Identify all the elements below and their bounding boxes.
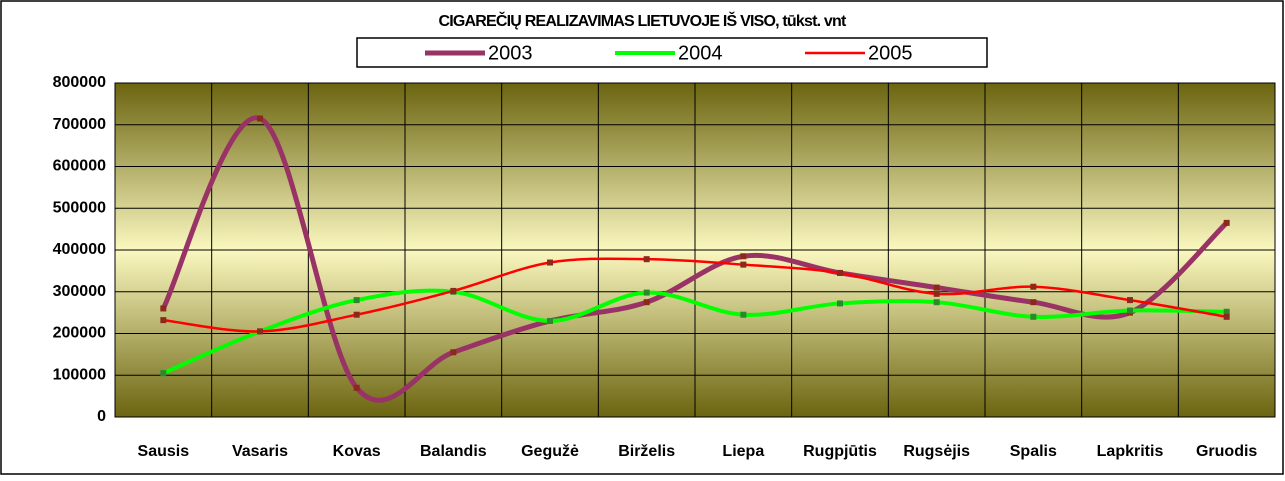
x-tick-label: Vasaris xyxy=(232,443,288,460)
legend-label: 2004 xyxy=(678,42,723,64)
point-marker xyxy=(933,299,940,306)
x-tick-label: Liepa xyxy=(722,443,764,460)
point-marker xyxy=(1030,283,1037,290)
point-marker xyxy=(353,311,360,318)
legend-label: 2003 xyxy=(488,42,533,64)
point-marker xyxy=(1127,297,1133,304)
legend-label: 2005 xyxy=(868,42,913,64)
point-marker xyxy=(1030,313,1037,320)
point-marker xyxy=(1127,307,1133,314)
point-marker xyxy=(643,289,650,296)
point-marker xyxy=(353,384,360,391)
point-marker xyxy=(740,261,747,268)
x-tick-label: Gegužė xyxy=(521,443,579,460)
series-line xyxy=(163,257,1227,333)
x-tick-label: Rugsėjis xyxy=(903,443,970,460)
point-marker xyxy=(933,290,940,297)
point-marker xyxy=(353,297,360,304)
plot-border xyxy=(114,82,1276,418)
point-marker xyxy=(740,253,747,260)
point-marker xyxy=(547,259,553,266)
point-marker xyxy=(547,317,553,324)
x-tick-label: Rugpjūtis xyxy=(803,443,877,460)
y-tick-label: 500000 xyxy=(53,199,106,216)
y-tick-label: 600000 xyxy=(53,158,106,175)
x-tick-label: Kovas xyxy=(333,443,381,460)
point-marker xyxy=(837,300,843,307)
point-marker xyxy=(740,311,747,318)
x-tick-label: Lapkritis xyxy=(1097,443,1164,460)
y-tick-label: 0 xyxy=(97,408,106,425)
point-marker xyxy=(1030,299,1037,306)
y-tick-label: 800000 xyxy=(53,74,106,91)
y-tick-label: 300000 xyxy=(53,283,106,300)
point-marker xyxy=(933,284,940,291)
point-marker xyxy=(1223,308,1230,315)
point-marker xyxy=(160,370,167,377)
point-marker xyxy=(450,349,457,356)
x-tick-label: Gruodis xyxy=(1196,443,1257,460)
point-marker xyxy=(837,269,843,276)
chart-title: CIGAREČIŲ REALIZAVIMAS LIETUVOJE IŠ VISO… xyxy=(438,11,847,30)
point-marker xyxy=(257,328,263,335)
point-marker xyxy=(257,115,263,122)
y-tick-label: 100000 xyxy=(53,366,106,383)
point-marker xyxy=(1223,313,1230,320)
point-marker xyxy=(1223,219,1230,226)
point-marker xyxy=(160,305,167,312)
y-tick-label: 200000 xyxy=(53,325,106,342)
point-marker xyxy=(160,317,167,324)
x-tick-label: Spalis xyxy=(1010,443,1057,460)
point-marker xyxy=(450,287,457,294)
point-marker xyxy=(643,256,650,263)
x-tick-label: Sausis xyxy=(138,443,190,460)
y-tick-label: 400000 xyxy=(53,241,106,258)
x-tick-label: Balandis xyxy=(420,443,487,460)
y-tick-label: 700000 xyxy=(53,116,106,133)
point-marker xyxy=(643,299,650,306)
x-tick-label: Birželis xyxy=(618,443,675,460)
